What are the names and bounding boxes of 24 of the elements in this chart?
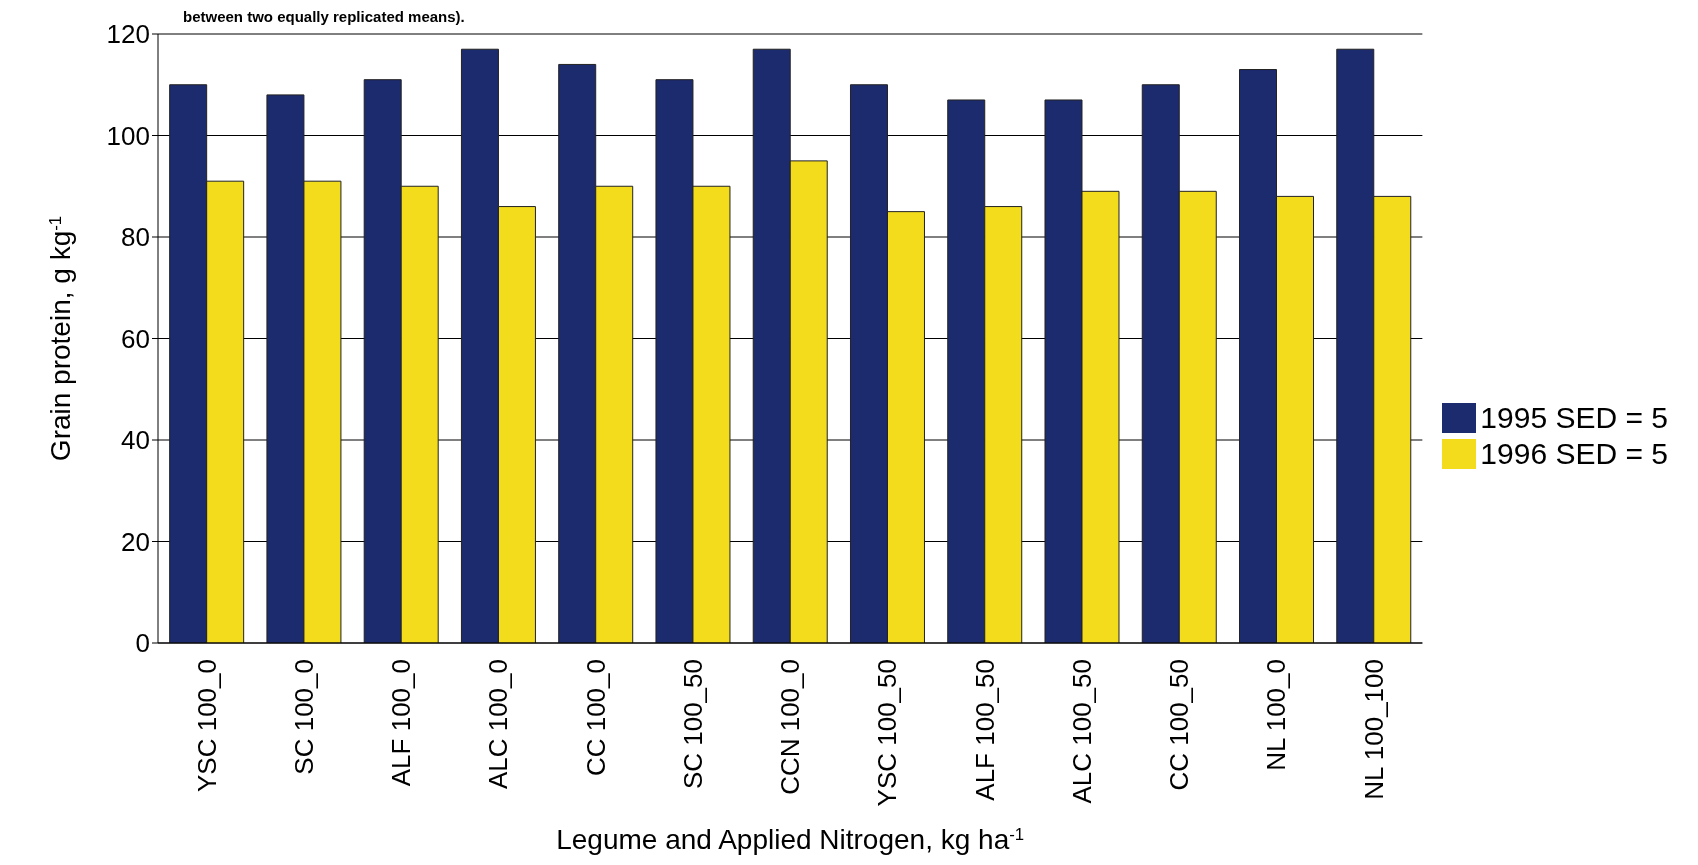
x-tick-label: ALC 100_0	[483, 659, 514, 790]
y-tick-label: 120	[106, 19, 150, 50]
x-tick-label: CC 100_0	[580, 659, 611, 777]
x-tick-label: SC 100_0	[288, 659, 319, 775]
x-tick-label: SC 100_50	[677, 659, 708, 790]
x-tick-label: CCN 100_0	[775, 659, 806, 795]
x-tick-label: YSC 100_0	[191, 659, 222, 792]
legend-label: 1995 SED = 5	[1480, 399, 1668, 436]
x-tick-label: ALF 100_50	[969, 659, 1000, 801]
y-tick-label: 40	[121, 425, 150, 456]
y-tick-label: 60	[121, 323, 150, 354]
y-tick-label: 80	[121, 222, 150, 253]
x-tick-label: NL 100_100	[1358, 659, 1389, 800]
x-tick-label: ALC 100_50	[1066, 659, 1097, 804]
x-tick-label: YSC 100_50	[872, 659, 903, 807]
x-tick-label: CC 100_50	[1164, 659, 1195, 791]
x-axis-title: Legume and Applied Nitrogen, kg ha$^{-1}$	[556, 824, 1025, 855]
text: between two equally replicated means).	[183, 8, 465, 25]
y-tick-label: 0	[135, 628, 150, 659]
y-tick-label: 20	[121, 526, 150, 557]
x-tick-label: ALF 100_0	[386, 659, 417, 787]
legend-label: 1996 SED = 5	[1480, 435, 1668, 472]
x-tick-label: NL 100_0	[1261, 659, 1292, 771]
y-tick-label: 100	[106, 120, 150, 151]
